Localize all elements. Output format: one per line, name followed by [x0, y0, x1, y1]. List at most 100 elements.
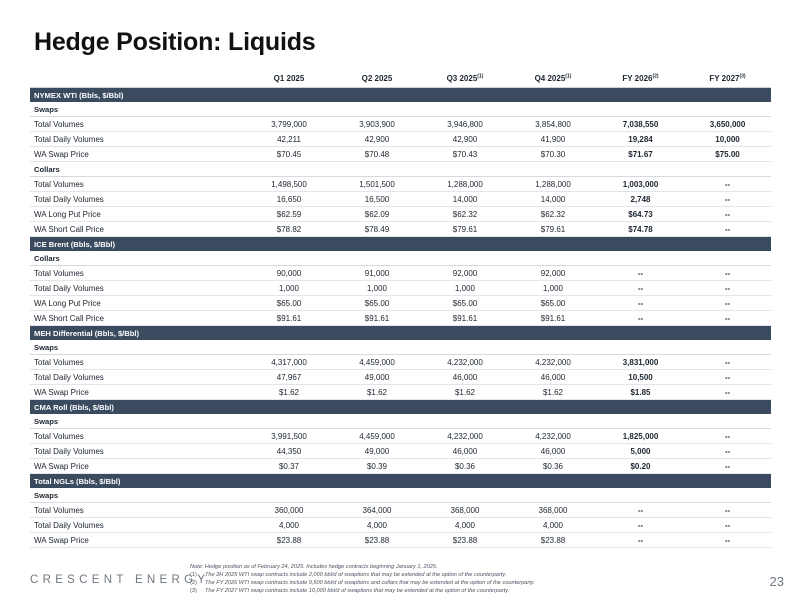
column-header: Q4 2025(1)	[509, 70, 597, 88]
table-row: Total Daily Volumes 47,967 49,000 46,000 46,…	[30, 369, 771, 385]
row-label: WA Swap Price	[30, 532, 245, 548]
table-cell: $70.30	[509, 146, 597, 162]
table-cell: $62.32	[509, 206, 597, 222]
table-cell: --	[684, 191, 771, 207]
table-cell: $23.88	[245, 532, 333, 548]
subsection-label: Collars	[30, 251, 771, 266]
row-label: Total Volumes	[30, 502, 245, 518]
section-header-row: CMA Roll (Bbls, $/Bbl)	[30, 399, 771, 414]
table-row: Total Daily Volumes 4,000 4,000 4,000 4,000-…	[30, 517, 771, 533]
table-cell: 4,232,000	[509, 428, 597, 444]
table-cell: 4,232,000	[509, 354, 597, 370]
table-cell: 42,900	[333, 131, 421, 147]
table-row: WA Swap Price $23.88 $23.88 $23.88 $23.88 -- -…	[30, 532, 771, 548]
table-cell: $91.61	[421, 310, 509, 326]
subsection-label: Swaps	[30, 488, 771, 503]
table-cell: --	[684, 517, 771, 533]
table-cell: 1,000	[421, 280, 509, 296]
table-cell: 44,350	[245, 443, 333, 459]
table-row: Total Volumes 90,000 91,000 92,000 92,000 -- -…	[30, 265, 771, 281]
column-header: Q3 2025(1)	[421, 70, 509, 88]
table-cell: 1,003,000	[597, 176, 684, 192]
section-header-label: NYMEX WTI (Bbls, $/Bbl)	[30, 87, 771, 102]
row-label: WA Long Put Price	[30, 206, 245, 222]
table-cell: $0.37	[245, 458, 333, 474]
table-cell: $79.61	[509, 221, 597, 237]
table-row: WA Swap Price $1.62 $1.62 $1.62 $1.62 $1.85 --	[30, 384, 771, 400]
table-cell: 46,000	[509, 369, 597, 385]
table-cell: $1.62	[333, 384, 421, 400]
row-label: Total Daily Volumes	[30, 369, 245, 385]
table-cell: $65.00	[245, 295, 333, 311]
section-header-label: CMA Roll (Bbls, $/Bbl)	[30, 399, 771, 414]
column-header: Q1 2025	[245, 70, 333, 88]
subsection-label: Swaps	[30, 102, 771, 117]
table-cell: $91.61	[509, 310, 597, 326]
row-label: WA Swap Price	[30, 146, 245, 162]
table-cell: $65.00	[421, 295, 509, 311]
subsection-label: Collars	[30, 161, 771, 177]
row-label: Total Daily Volumes	[30, 517, 245, 533]
table-cell: 41,900	[509, 131, 597, 147]
table-cell: 3,946,800	[421, 116, 509, 132]
table-cell: $71.67	[597, 146, 684, 162]
table-row: Total Volumes 360,000 364,000 368,000 368,00…	[30, 502, 771, 518]
table-body: NYMEX WTI (Bbls, $/Bbl) Swaps Total Volume…	[30, 87, 771, 548]
table-cell: 3,991,500	[245, 428, 333, 444]
table-row: WA Short Call Price $91.61 $91.61 $91.61 $91…	[30, 310, 771, 326]
table-cell: 92,000	[509, 265, 597, 281]
subsection-label: Swaps	[30, 414, 771, 429]
table-row: Total Volumes 1,498,500 1,501,500 1,288,000…	[30, 176, 771, 192]
table-cell: --	[684, 176, 771, 192]
table-cell: 46,000	[509, 443, 597, 459]
section-header-label: MEH Differential (Bbls, $/Bbl)	[30, 325, 771, 340]
table-cell: $23.88	[333, 532, 421, 548]
table-cell: 1,000	[333, 280, 421, 296]
table-cell: $0.39	[333, 458, 421, 474]
row-label: Total Daily Volumes	[30, 191, 245, 207]
page-number: 23	[769, 574, 784, 589]
company-logo: CRESCENT ENERGY	[30, 574, 210, 586]
column-header: Q2 2025	[333, 70, 421, 88]
table-cell: 10,000	[684, 131, 771, 147]
table-cell: 16,500	[333, 191, 421, 207]
row-label: Total Volumes	[30, 116, 245, 132]
table-cell: --	[597, 310, 684, 326]
subsection-row: Swaps	[30, 488, 771, 503]
table-cell: 2,748	[597, 191, 684, 207]
table-cell: 1,825,000	[597, 428, 684, 444]
table-cell: 7,038,550	[597, 116, 684, 132]
table-cell: 5,000	[597, 443, 684, 459]
table-cell: $70.48	[333, 146, 421, 162]
table-cell: $78.82	[245, 221, 333, 237]
table-cell: $23.88	[509, 532, 597, 548]
table-cell: 3,854,800	[509, 116, 597, 132]
table-cell: $70.43	[421, 146, 509, 162]
table-cell: 42,900	[421, 131, 509, 147]
table-cell: 14,000	[421, 191, 509, 207]
table-cell: 10,500	[597, 369, 684, 385]
row-label: WA Swap Price	[30, 384, 245, 400]
table-cell: --	[684, 458, 771, 474]
table-cell: $62.32	[421, 206, 509, 222]
table-cell: --	[684, 443, 771, 459]
table-cell: --	[597, 532, 684, 548]
subsection-row: Swaps	[30, 414, 771, 429]
table-cell: $23.88	[421, 532, 509, 548]
row-label: Total Daily Volumes	[30, 443, 245, 459]
table-cell: $65.00	[509, 295, 597, 311]
table-row: Total Daily Volumes 42,211 42,900 42,900 41,…	[30, 131, 771, 147]
table-cell: --	[684, 221, 771, 237]
table-cell: --	[684, 532, 771, 548]
table-cell: $75.00	[684, 146, 771, 162]
row-label: WA Long Put Price	[30, 295, 245, 311]
subsection-label: Swaps	[30, 340, 771, 355]
table-cell: 368,000	[421, 502, 509, 518]
section-header-row: ICE Brent (Bbls, $/Bbl)	[30, 236, 771, 251]
table-cell: 4,000	[245, 517, 333, 533]
table-cell: 1,288,000	[421, 176, 509, 192]
table-row: WA Swap Price $0.37 $0.39 $0.36 $0.36 $0.20 --	[30, 458, 771, 474]
row-label: WA Short Call Price	[30, 221, 245, 237]
section-header-row: MEH Differential (Bbls, $/Bbl)	[30, 325, 771, 340]
table-cell: $1.62	[509, 384, 597, 400]
